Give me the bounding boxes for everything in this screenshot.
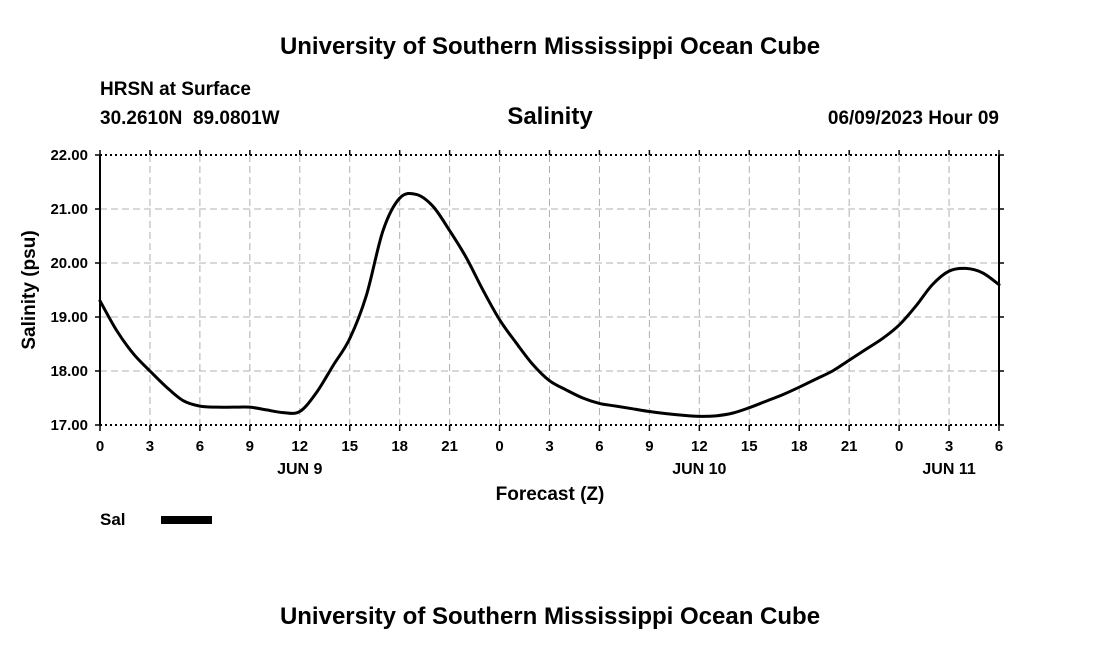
x-axis-label: Forecast (Z) (496, 484, 605, 505)
x-tick-label: 21 (441, 438, 458, 455)
x-tick-label: 9 (645, 438, 653, 455)
x-tick-labels: 0 3 6 9 12 15 18 21 0 3 6 9 12 15 18 21 0 3 6 (96, 438, 1003, 455)
x-tick-label: 15 (341, 438, 358, 455)
x-tick-label: 15 (741, 438, 758, 455)
x-tick-label: 6 (995, 438, 1003, 455)
forecast-datetime: 06/09/2023 Hour 09 (828, 108, 999, 129)
y-tick-label: 22.00 (50, 147, 88, 164)
x-tick-label: 12 (691, 438, 708, 455)
x-tick-label: 3 (146, 438, 154, 455)
x-tick-label: 12 (291, 438, 308, 455)
x-tick-label: 0 (495, 438, 503, 455)
x-tick-label: 0 (895, 438, 903, 455)
day-labels: JUN 9 JUN 10 JUN 11 (277, 461, 976, 478)
x-tick-label: 9 (246, 438, 254, 455)
y-tick-label: 20.00 (50, 255, 88, 272)
bottom-title: University of Southern Mississippi Ocean… (280, 603, 820, 630)
y-tick-labels: 17.00 18.00 19.00 20.00 21.00 22.00 (50, 147, 88, 434)
y-axis-label: Salinity (psu) (19, 230, 40, 349)
day-label: JUN 11 (922, 461, 975, 478)
x-tick-label: 18 (391, 438, 408, 455)
y-tick-label: 17.00 (50, 417, 88, 434)
x-tick-label: 3 (945, 438, 953, 455)
x-tick-label: 6 (196, 438, 204, 455)
plot-grid (100, 155, 999, 425)
x-tick-label: 18 (791, 438, 808, 455)
x-tick-label: 3 (545, 438, 553, 455)
day-label: JUN 9 (277, 461, 322, 478)
station-coords: 30.2610N 89.0801W (100, 108, 280, 129)
legend: Sal (100, 510, 212, 529)
top-title: University of Southern Mississippi Ocean… (280, 33, 820, 60)
y-tick-label: 19.00 (50, 309, 88, 326)
day-label: JUN 10 (672, 461, 726, 478)
x-tick-label: 0 (96, 438, 104, 455)
y-tick-label: 21.00 (50, 201, 88, 218)
legend-label: Sal (100, 510, 126, 529)
y-tick-label: 18.00 (50, 363, 88, 380)
series-line-sal (98, 191, 1001, 418)
x-tick-label: 21 (841, 438, 858, 455)
chart-title: Salinity (507, 103, 593, 130)
plot-axes (95, 150, 1004, 431)
legend-swatch (161, 516, 212, 524)
station-label: HRSN at Surface (100, 79, 251, 100)
series-group (98, 191, 1001, 418)
x-tick-label: 6 (595, 438, 603, 455)
